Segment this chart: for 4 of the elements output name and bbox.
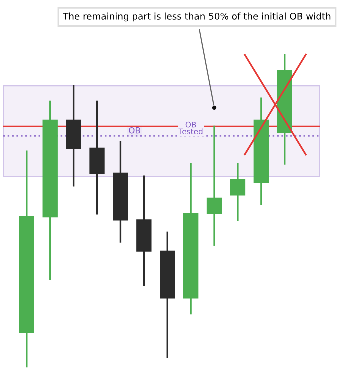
candlestick [206, 126, 222, 246]
candlestick [230, 163, 246, 222]
text: The remaining part is less than 50% of the initial OB width [63, 12, 331, 22]
band-label: OB [129, 127, 140, 134]
